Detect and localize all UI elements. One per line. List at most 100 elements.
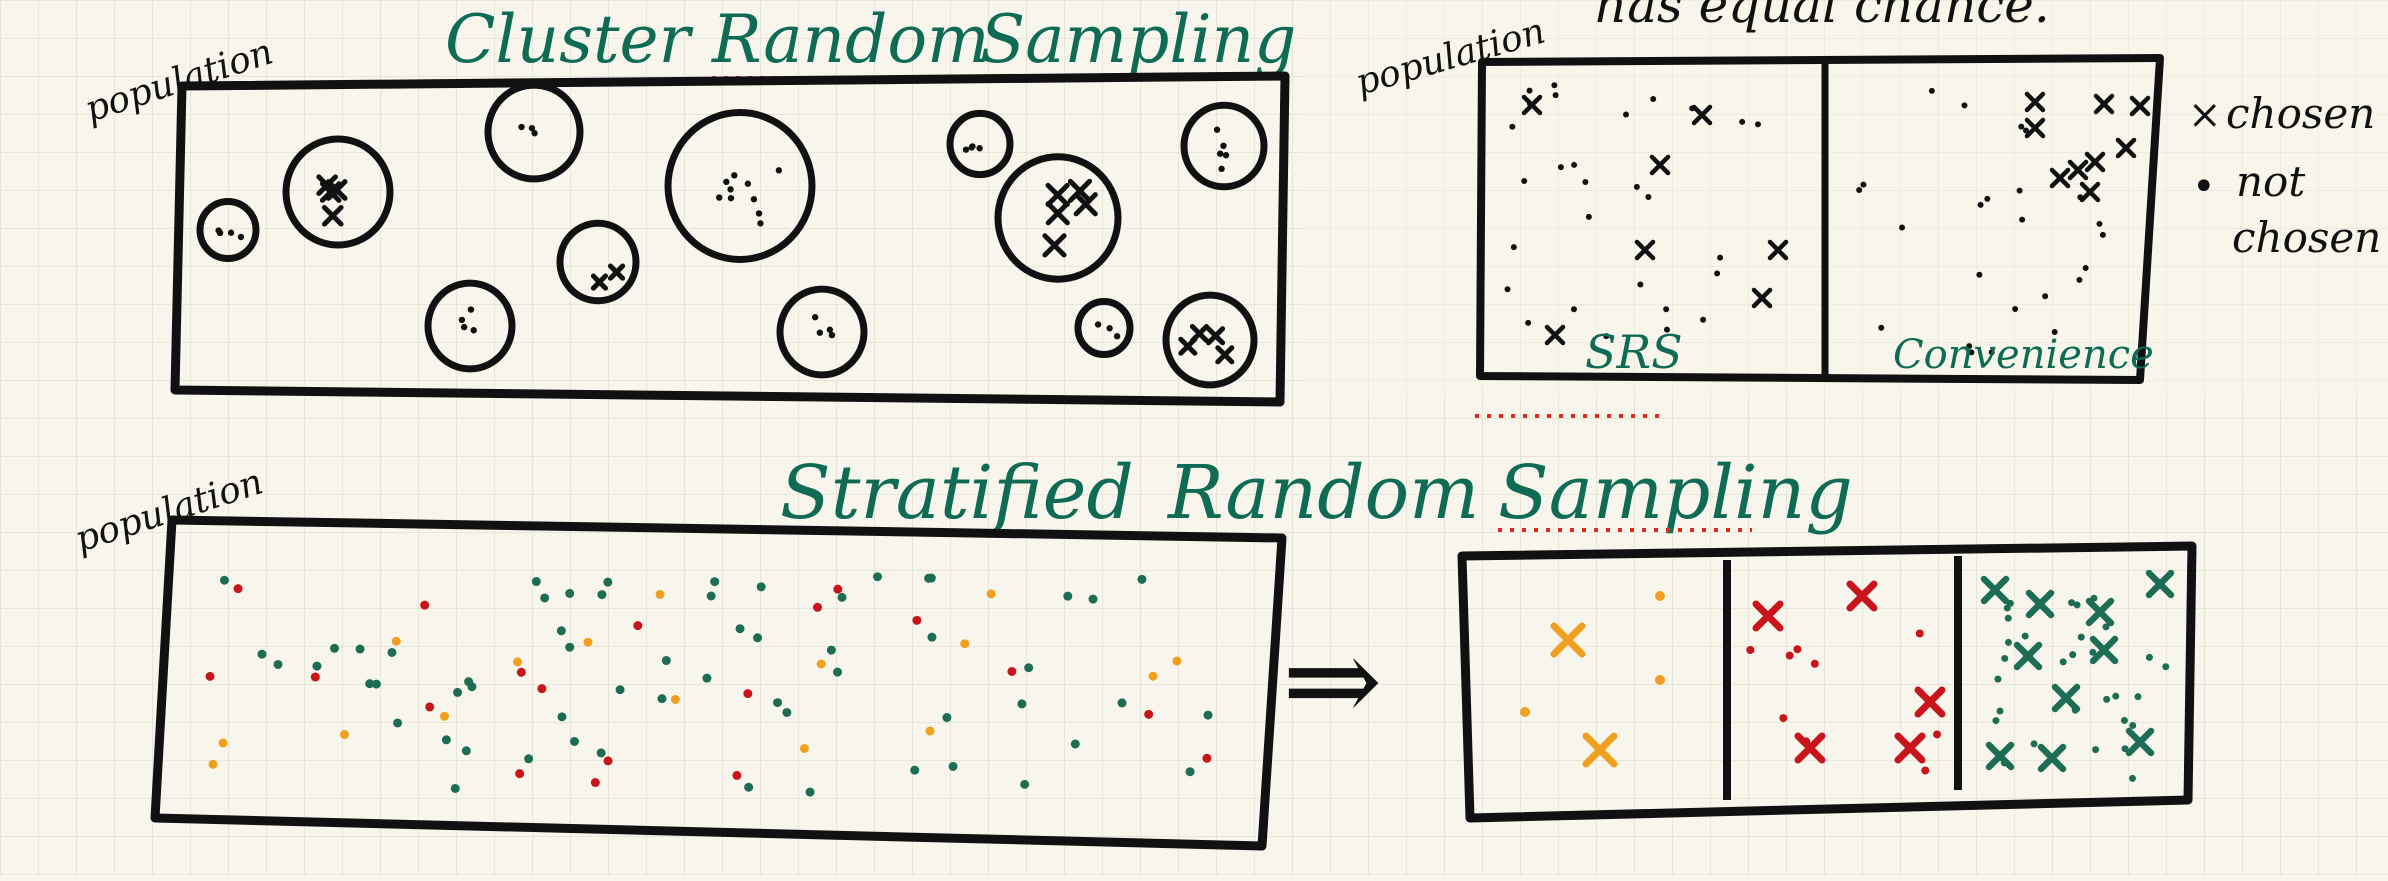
stratified-population-dot	[1024, 663, 1034, 673]
stratified-title-word-1: Stratified	[780, 450, 1134, 536]
stratified-population-dot	[603, 577, 613, 587]
population-dot	[1213, 126, 1221, 133]
convenience-unchosen-dot	[1928, 87, 1935, 94]
not-chosen-symbol: •	[2192, 164, 2216, 210]
srs-unchosen-dot	[1525, 319, 1532, 326]
stratified-population-box	[150, 515, 1287, 851]
stratified-population-dot	[773, 698, 783, 708]
stratified-population-dot	[1088, 594, 1098, 604]
green-unchosen-dot	[2128, 774, 2136, 782]
population-dot	[227, 229, 235, 236]
population-dot	[1222, 152, 1230, 159]
stratified-population-dot	[583, 637, 593, 647]
stratified-population-dot	[565, 642, 575, 652]
convenience-unchosen-dot	[1878, 324, 1885, 331]
convenience-unchosen-dot	[1988, 349, 1995, 356]
green-unchosen-dot	[2059, 658, 2067, 666]
population-dot	[775, 167, 783, 174]
convenience-unchosen-dot	[2012, 305, 2019, 312]
stratified-title-word-3: Sampling	[1498, 450, 1853, 536]
stratified-population-dot	[515, 769, 525, 779]
red-chosen-cross	[1846, 580, 1878, 612]
stratified-population-dot	[756, 582, 766, 592]
chosen-label: chosen	[2226, 89, 2375, 138]
stratified-population-dot	[205, 671, 215, 681]
green-unchosen-dot	[2102, 623, 2110, 631]
population-dot	[826, 326, 834, 333]
green-unchosen-dot	[2003, 604, 2011, 612]
stratified-population-dot	[657, 694, 667, 704]
population-dot	[1216, 150, 1224, 157]
population-dot	[962, 146, 970, 153]
stratified-population-dot	[450, 783, 460, 793]
red-unchosen-dot	[1802, 737, 1811, 746]
stratified-population-dot	[524, 754, 534, 764]
green-unchosen-dot	[2030, 740, 2038, 748]
srs-chosen-cross	[1767, 239, 1789, 261]
green-unchosen-dot	[1994, 675, 2002, 683]
stratified-population-dot	[565, 588, 575, 598]
stratified-population-dot	[927, 632, 937, 642]
srs-unchosen-dot	[1637, 281, 1644, 288]
convenience-unchosen-dot	[2076, 276, 2083, 283]
stratified-population-dot	[702, 673, 712, 683]
convenience-unchosen-dot	[2018, 123, 2025, 130]
convenience-chosen-cross	[2067, 159, 2089, 181]
green-chosen-cross	[2013, 641, 2043, 671]
stratified-population-dot	[1172, 656, 1182, 666]
cluster-title-word-3: Sampling	[980, 1, 1296, 78]
population-dot	[716, 194, 723, 201]
convenience-unchosen-dot	[1856, 187, 1863, 194]
stratified-population-dot	[516, 667, 526, 677]
stratified-population-dot	[1007, 666, 1017, 676]
stratified-population-dot	[799, 743, 809, 753]
srs-chosen-cross	[1691, 104, 1713, 126]
stratified-population-dot	[813, 602, 823, 612]
red-unchosen-dot	[1785, 651, 1794, 660]
stratified-population-dot	[531, 577, 541, 587]
population-dot	[828, 331, 836, 339]
convenience-unchosen-dot	[2019, 216, 2026, 223]
stratified-population-dot	[537, 684, 547, 694]
stratified-population-dot	[425, 702, 435, 712]
green-unchosen-dot	[2004, 614, 2012, 622]
green-unchosen-dot	[2077, 633, 2085, 641]
stratified-population-dot	[603, 756, 613, 766]
green-chosen-cross	[2125, 727, 2155, 757]
srs-marks	[1504, 82, 2151, 356]
population-dot	[976, 145, 983, 152]
green-unchosen-dot	[2001, 654, 2009, 662]
stratified-population-dot	[1185, 767, 1195, 777]
green-unchosen-dot	[2145, 653, 2153, 661]
stratified-population-dot	[371, 679, 381, 689]
stratified-population-dot	[782, 707, 792, 717]
green-unchosen-dot	[1996, 707, 2004, 715]
chosen-cross-mark	[1073, 192, 1098, 217]
cluster-title-word-2: Random	[711, 1, 990, 78]
red-unchosen-dot	[1921, 766, 1930, 775]
stratified-population-dot	[557, 712, 567, 722]
srs-unchosen-dot	[1689, 105, 1696, 112]
population-dot	[727, 186, 734, 193]
stratified-population-dot	[942, 713, 952, 723]
chosen-cross-mark	[607, 263, 626, 281]
stratified-population-dot	[833, 667, 843, 677]
chosen-symbol: ×	[2188, 92, 2222, 138]
stratified-population-dot	[805, 787, 815, 797]
convenience-unchosen-dot	[1968, 349, 1975, 356]
srs-unchosen-dot	[1739, 118, 1746, 125]
green-chosen-cross	[2145, 569, 2175, 599]
convenience-chosen-cross	[2093, 93, 2115, 115]
srs-unchosen-dot	[1521, 178, 1528, 185]
chosen-cross-mark	[321, 204, 344, 227]
population-dot	[727, 194, 735, 202]
stratified-population-dot	[273, 659, 283, 669]
convenience-chosen-cross	[2115, 137, 2137, 159]
chosen-cross-mark	[1042, 233, 1067, 258]
convenience-label: Convenience	[1893, 332, 2154, 378]
green-unchosen-dot	[2068, 599, 2076, 607]
stratified-population-dot	[1020, 779, 1030, 789]
stratified-population-dot	[924, 573, 934, 583]
green-unchosen-dot	[2134, 693, 2142, 701]
